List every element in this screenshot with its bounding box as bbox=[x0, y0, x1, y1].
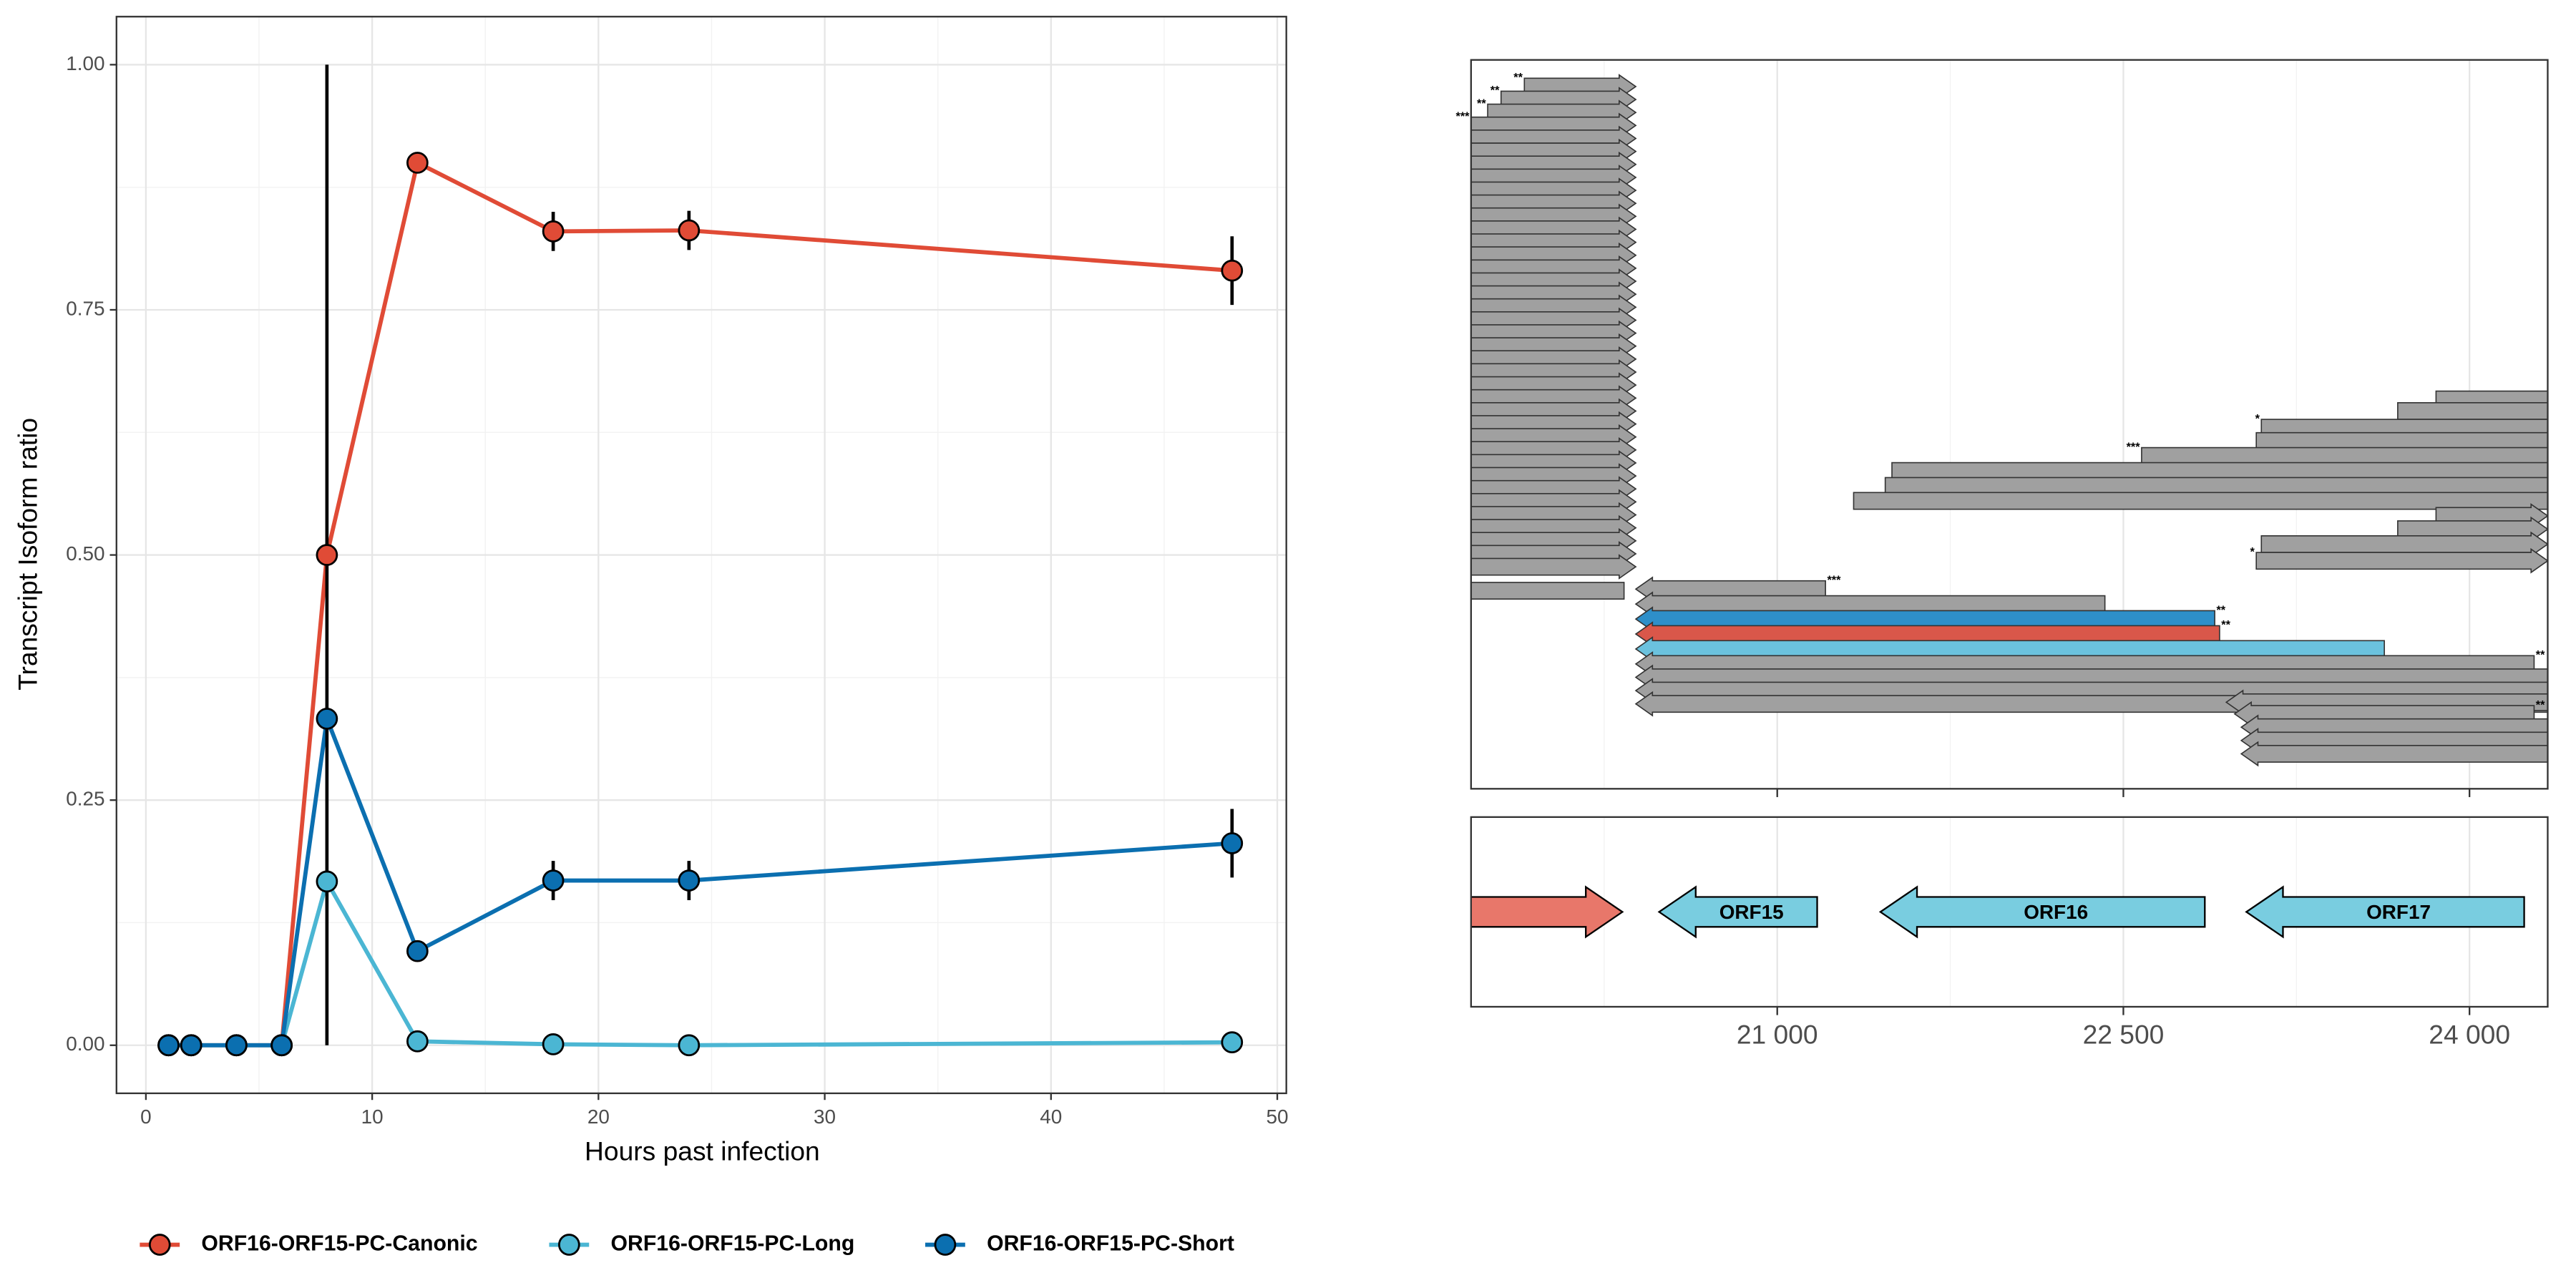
gene-label: ORF15 bbox=[1719, 901, 1784, 923]
panel-border bbox=[1470, 816, 2549, 1008]
data-point bbox=[270, 1034, 293, 1057]
significance-label: ** bbox=[1477, 97, 1486, 110]
x-tick-label: 40 bbox=[1040, 1106, 1062, 1128]
significance-label: *** bbox=[1827, 574, 1841, 587]
gene-label: ORF16 bbox=[2024, 901, 2088, 923]
data-point bbox=[1221, 832, 1244, 854]
x-tick-label: 22 500 bbox=[2083, 1020, 2165, 1050]
x-axis-label: Hours past infection bbox=[585, 1136, 820, 1166]
data-point bbox=[542, 220, 565, 243]
significance-label: * bbox=[2255, 412, 2260, 425]
significance-label: ** bbox=[2536, 649, 2545, 662]
gene-arrow bbox=[1878, 885, 2206, 939]
y-tick-label: 0.50 bbox=[66, 542, 104, 565]
gene-layer: ORF15 ORF16 ORF17 bbox=[1470, 885, 2525, 939]
data-point bbox=[678, 1034, 701, 1057]
panel-border bbox=[1470, 59, 2549, 790]
data-point bbox=[316, 708, 338, 730]
legend-marker bbox=[934, 1234, 957, 1256]
data-point bbox=[678, 219, 701, 242]
gene-label: ORF17 bbox=[2366, 901, 2431, 923]
x-tick-label: 21 000 bbox=[1737, 1020, 1818, 1050]
significance-label: ** bbox=[1513, 72, 1523, 84]
data-point bbox=[225, 1034, 248, 1057]
y-tick-label: 1.00 bbox=[66, 52, 104, 74]
legend-label: ORF16-ORF15-PC-Long bbox=[610, 1232, 854, 1256]
x-tick-label: 10 bbox=[361, 1106, 384, 1128]
legend-label: ORF16-ORF15-PC-Canonic bbox=[201, 1232, 477, 1256]
x-tick-label: 24 000 bbox=[2429, 1020, 2510, 1050]
x-tick-label: 20 bbox=[587, 1106, 610, 1128]
gene-arrow bbox=[2245, 885, 2525, 939]
significance-label: *** bbox=[2127, 441, 2141, 454]
data-point bbox=[542, 1033, 565, 1055]
data-point bbox=[406, 940, 429, 962]
data-point bbox=[406, 1030, 429, 1053]
y-axis-label: Transcript Isoform ratio bbox=[13, 418, 43, 691]
plot-border bbox=[115, 16, 1287, 1095]
significance-label: * bbox=[2250, 545, 2255, 558]
significance-label: ** bbox=[2221, 619, 2230, 632]
transcript bbox=[2255, 547, 2548, 574]
legend-marker bbox=[148, 1234, 171, 1256]
legend-marker bbox=[558, 1234, 580, 1256]
data-point bbox=[542, 869, 565, 892]
transcript bbox=[2240, 741, 2548, 767]
transcript bbox=[1470, 554, 1637, 580]
significance-label: ** bbox=[1491, 84, 1500, 97]
gene-arrow bbox=[1657, 885, 1818, 939]
y-tick-label: 0.25 bbox=[66, 788, 104, 810]
x-tick-label: 50 bbox=[1267, 1106, 1289, 1128]
y-tick-label: 0.00 bbox=[66, 1033, 104, 1055]
data-point bbox=[316, 544, 338, 566]
legend-label: ORF16-ORF15-PC-Short bbox=[987, 1232, 1234, 1256]
data-point bbox=[678, 869, 701, 892]
significance-label: ** bbox=[2536, 698, 2545, 711]
data-point bbox=[1221, 259, 1244, 282]
data-point bbox=[180, 1034, 203, 1057]
data-point bbox=[406, 152, 429, 174]
data-point bbox=[157, 1034, 180, 1057]
gene-arrow bbox=[1470, 885, 1624, 939]
data-point bbox=[1221, 1031, 1244, 1053]
significance-label: *** bbox=[1455, 110, 1470, 123]
x-tick-label: 0 bbox=[140, 1106, 152, 1128]
transcript bbox=[1470, 582, 1625, 600]
significance-label: ** bbox=[2216, 604, 2225, 617]
data-point bbox=[316, 870, 338, 893]
transcript bbox=[1853, 492, 2548, 510]
x-tick-label: 30 bbox=[814, 1106, 836, 1128]
y-tick-label: 0.75 bbox=[66, 297, 104, 319]
transcript-layer bbox=[1470, 74, 2548, 767]
